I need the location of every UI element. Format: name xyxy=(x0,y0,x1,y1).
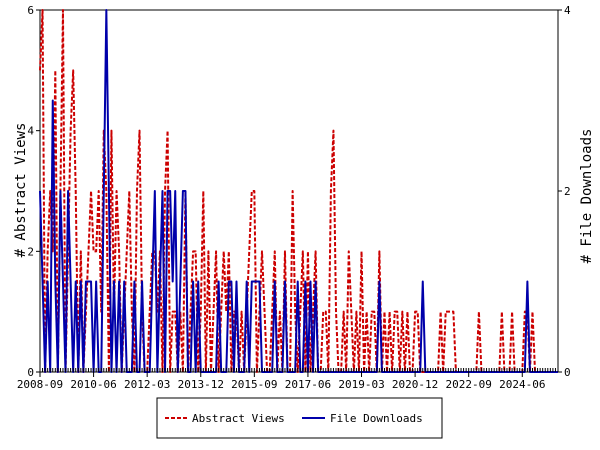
x-tick-label: 2020-12 xyxy=(392,378,438,391)
x-tick-label: 2013-12 xyxy=(178,378,224,391)
x-tick-label: 2008-09 xyxy=(17,378,63,391)
legend-label-file-downloads: File Downloads xyxy=(330,412,423,425)
y-tick-label: 0 xyxy=(27,366,34,379)
legend: Abstract Views File Downloads xyxy=(156,397,443,439)
legend-box xyxy=(156,397,443,439)
x-tick-label: 2012-03 xyxy=(124,378,170,391)
y2-tick-label: 0 xyxy=(564,366,571,379)
x-tick-label: 2017-06 xyxy=(285,378,331,391)
y2-tick-label: 4 xyxy=(564,4,571,17)
y2-tick-label: 2 xyxy=(564,185,571,198)
y-axis-title: # Abstract Views xyxy=(13,123,29,258)
y2-axis-title: # File Downloads xyxy=(579,129,595,264)
legend-label-abstract-views: Abstract Views xyxy=(192,412,285,425)
x-tick-label: 2019-03 xyxy=(338,378,384,391)
y-tick-label: 2 xyxy=(27,245,34,258)
x-tick-label: 2024-06 xyxy=(499,378,545,391)
y-tick-label: 6 xyxy=(27,4,34,17)
y-tick-label: 4 xyxy=(27,125,34,138)
x-tick-label: 2010-06 xyxy=(70,378,116,391)
x-tick-label: 2015-09 xyxy=(231,378,277,391)
x-tick-label: 2022-09 xyxy=(446,378,492,391)
axes-layer: 2008-09 2010-06 2012-03 2013-12 2015-09 2017-… xyxy=(17,4,571,391)
